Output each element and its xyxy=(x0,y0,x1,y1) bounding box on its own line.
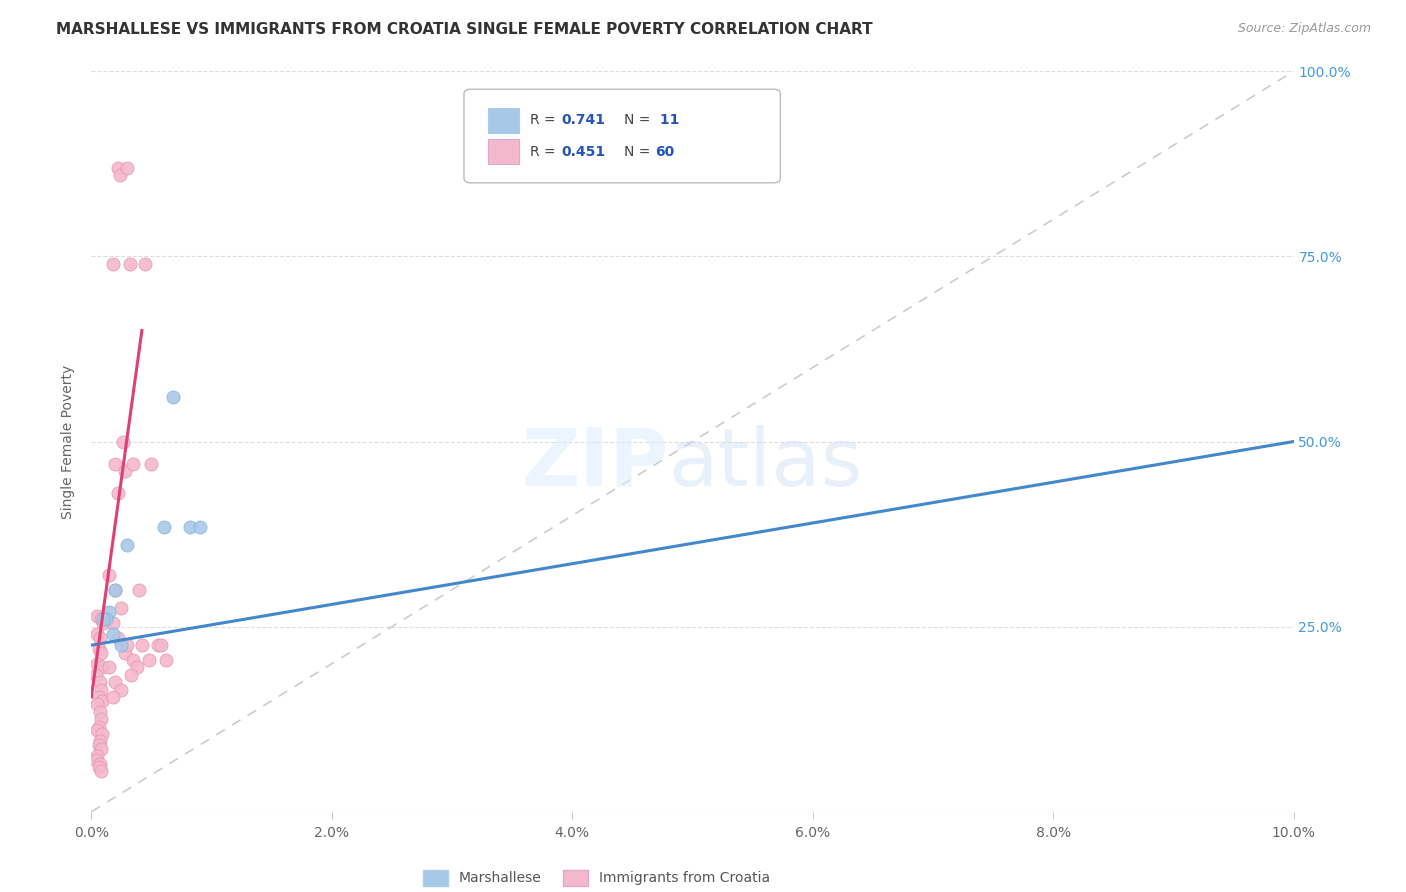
Point xyxy=(131,638,153,652)
Point xyxy=(101,257,124,271)
Point xyxy=(90,712,112,726)
Point xyxy=(86,608,108,623)
Point xyxy=(125,660,148,674)
Point xyxy=(104,675,127,690)
Point xyxy=(104,582,127,597)
Point xyxy=(107,161,129,175)
Point xyxy=(86,627,108,641)
Point xyxy=(93,615,115,630)
Point xyxy=(86,698,108,712)
Point xyxy=(87,738,110,752)
Point xyxy=(141,457,163,471)
Point xyxy=(101,690,124,704)
Point xyxy=(89,705,111,719)
Text: N =: N = xyxy=(624,145,655,159)
Point xyxy=(110,601,132,615)
Point xyxy=(98,660,121,674)
Point xyxy=(114,646,136,660)
Point xyxy=(86,723,108,738)
Point xyxy=(146,638,169,652)
Text: ZIP: ZIP xyxy=(522,425,668,503)
Point xyxy=(155,653,177,667)
Point xyxy=(94,612,117,626)
Point xyxy=(111,434,134,449)
Point xyxy=(107,486,129,500)
Point xyxy=(90,764,112,778)
Text: 11: 11 xyxy=(655,113,679,128)
Text: 0.451: 0.451 xyxy=(561,145,605,159)
Text: MARSHALLESE VS IMMIGRANTS FROM CROATIA SINGLE FEMALE POVERTY CORRELATION CHART: MARSHALLESE VS IMMIGRANTS FROM CROATIA S… xyxy=(56,22,873,37)
Text: 60: 60 xyxy=(655,145,675,159)
Point xyxy=(134,257,156,271)
Point xyxy=(86,657,108,671)
Point xyxy=(117,638,139,652)
Legend: Marshallese, Immigrants from Croatia: Marshallese, Immigrants from Croatia xyxy=(419,865,773,890)
Point xyxy=(122,653,145,667)
Point xyxy=(89,756,111,771)
Point xyxy=(87,720,110,734)
Point xyxy=(152,519,174,533)
Text: N =: N = xyxy=(624,113,655,128)
Point xyxy=(101,615,124,630)
Point xyxy=(179,519,201,533)
Point xyxy=(93,612,115,626)
Point xyxy=(188,519,211,533)
Point xyxy=(89,675,111,690)
Point xyxy=(86,749,108,764)
Point xyxy=(104,582,127,597)
Point xyxy=(150,638,173,652)
Point xyxy=(118,257,141,271)
Point xyxy=(104,457,127,471)
Point xyxy=(110,682,132,697)
Point xyxy=(90,741,112,756)
Point xyxy=(89,734,111,748)
Text: atlas: atlas xyxy=(668,425,863,503)
Point xyxy=(128,582,150,597)
Point xyxy=(110,168,132,182)
Point xyxy=(162,390,184,404)
Point xyxy=(91,694,114,708)
Text: Source: ZipAtlas.com: Source: ZipAtlas.com xyxy=(1237,22,1371,36)
Point xyxy=(90,646,112,660)
Point xyxy=(87,760,110,774)
Text: R =: R = xyxy=(530,145,560,159)
Point xyxy=(91,727,114,741)
Point xyxy=(110,638,132,652)
Point xyxy=(117,161,139,175)
Point xyxy=(87,690,110,704)
Point xyxy=(98,567,121,582)
Point xyxy=(122,457,145,471)
Text: R =: R = xyxy=(530,113,560,128)
Y-axis label: Single Female Poverty: Single Female Poverty xyxy=(62,365,76,518)
Point xyxy=(91,660,114,674)
Point xyxy=(90,682,112,697)
Point xyxy=(84,753,107,767)
Point xyxy=(87,641,110,656)
Point xyxy=(107,631,129,645)
Text: 0.741: 0.741 xyxy=(561,113,605,128)
Point xyxy=(138,653,160,667)
Point xyxy=(114,464,136,478)
Point xyxy=(98,605,121,619)
Point xyxy=(90,612,112,626)
Point xyxy=(117,538,139,552)
Point xyxy=(89,631,111,645)
Point xyxy=(120,667,142,681)
Point xyxy=(101,627,124,641)
Point xyxy=(84,667,107,681)
